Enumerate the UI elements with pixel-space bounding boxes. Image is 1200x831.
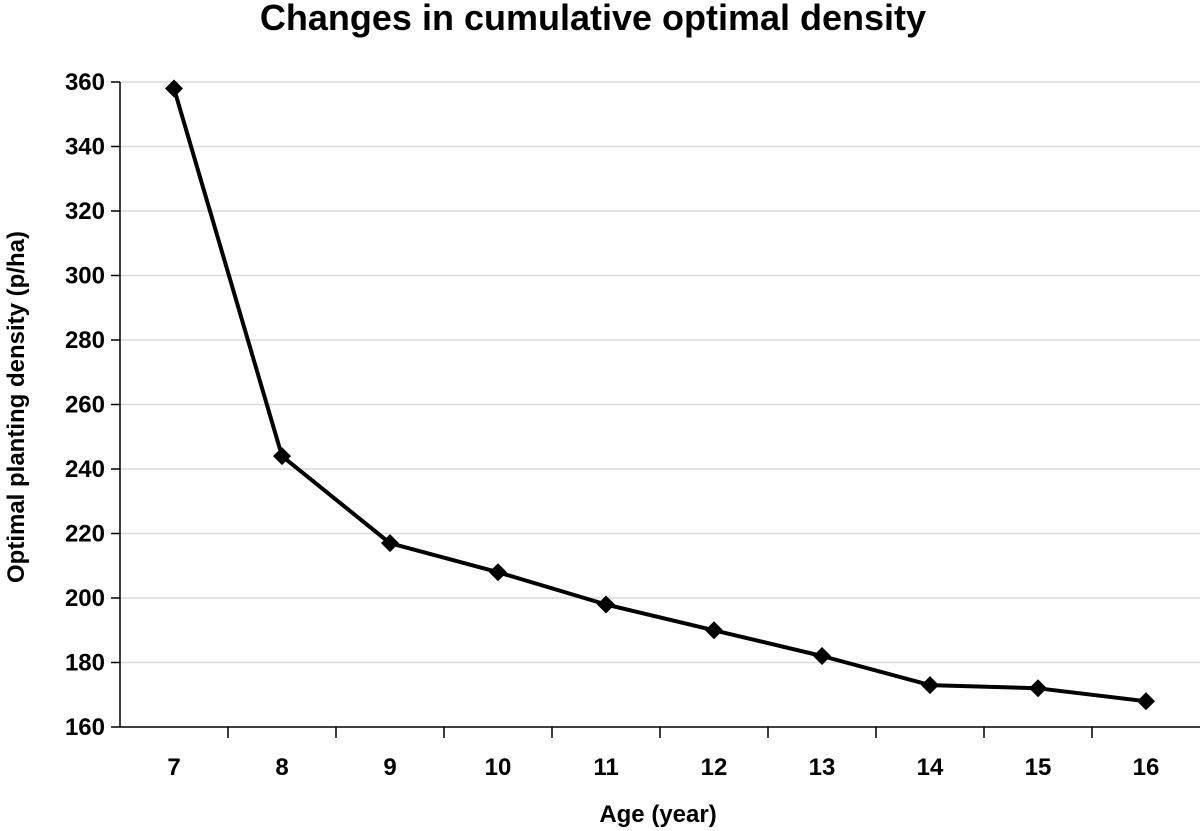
y-tick-labels: 160 180 200 220 240 260 280 300 320 340 360: [65, 69, 105, 741]
y-tick-label: 260: [65, 392, 105, 419]
data-point-marker: [273, 447, 291, 466]
x-tick-label: 9: [383, 754, 396, 781]
data-point-marker: [489, 563, 507, 582]
y-tick-label: 280: [65, 327, 105, 354]
y-tick-label: 360: [65, 69, 105, 96]
x-axis-label: Age (year): [599, 801, 716, 828]
y-tick-label: 160: [65, 714, 105, 741]
x-tick-label: 10: [485, 754, 512, 781]
y-tick-label: 220: [65, 521, 105, 548]
y-tick-label: 240: [65, 456, 105, 483]
x-tick-label: 7: [167, 754, 180, 781]
chart-title: Changes in cumulative optimal density: [260, 0, 926, 38]
data-point-marker: [1137, 692, 1155, 711]
x-tick-label: 13: [809, 754, 836, 781]
x-tick-label: 12: [701, 754, 728, 781]
y-axis-label: Optimal planting density (p/ha): [3, 231, 30, 583]
data-point-marker: [705, 621, 723, 640]
y-tick-label: 180: [65, 650, 105, 677]
data-point-marker: [165, 79, 183, 98]
data-point-marker: [597, 595, 615, 614]
data-point-marker: [381, 534, 399, 553]
data-points: [165, 79, 1155, 711]
y-tick-label: 300: [65, 263, 105, 290]
axes: [111, 81, 1200, 738]
x-tick-label: 16: [1133, 754, 1160, 781]
y-tick-label: 340: [65, 134, 105, 161]
series-line: [172, 87, 1147, 704]
gridlines: [120, 81, 1200, 664]
y-tick-label: 320: [65, 198, 105, 225]
data-point-marker: [1029, 679, 1047, 698]
data-point-marker: [921, 676, 939, 695]
x-tick-labels: 7 8 9 10 11 12 13 14 15 16: [167, 754, 1159, 781]
x-tick-label: 11: [593, 754, 618, 781]
y-tick-label: 200: [65, 585, 105, 612]
x-tick-label: 14: [917, 754, 944, 781]
data-point-marker: [813, 647, 831, 666]
x-tick-label: 8: [275, 754, 288, 781]
x-tick-label: 15: [1025, 754, 1052, 781]
